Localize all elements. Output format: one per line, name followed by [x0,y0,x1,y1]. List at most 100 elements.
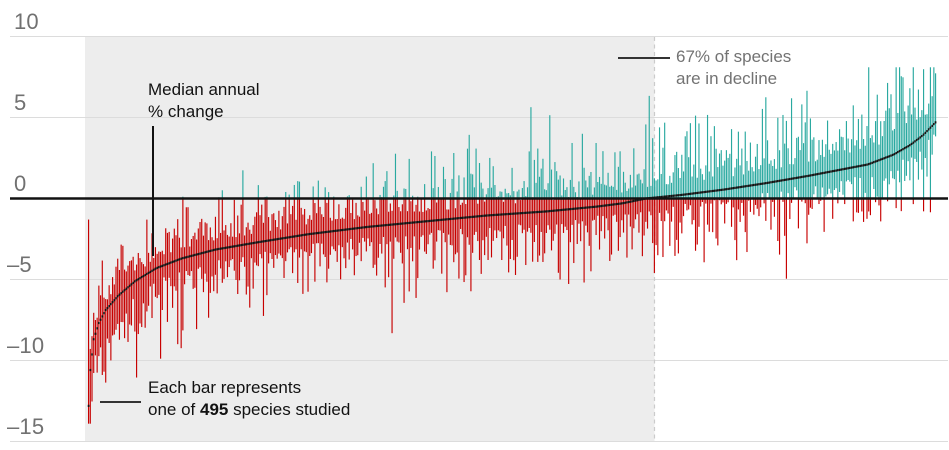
species-bar-decline-segment [576,198,578,244]
species-bar-increase-segment [468,134,470,199]
species-bar-increase-segment [573,186,575,199]
species-bar-decline-segment [818,198,820,205]
species-median-dot [427,220,429,223]
species-median-dot [375,224,378,228]
species-bar-increase-segment [581,133,583,199]
species-bar-increase-segment [773,159,775,199]
species-bar-decline-segment [384,198,386,288]
species-bar-increase-segment [472,174,474,199]
species-bar-decline-segment [240,204,242,263]
species-bar-decline-segment [403,198,405,303]
species-bar-decline-segment [725,198,727,204]
species-median-dot [579,207,582,210]
species-median-dot [692,192,695,195]
species-median-dot [211,249,213,252]
species-bar-decline-segment [144,266,146,328]
species-median-dot [806,174,808,178]
species-bar-decline-segment [415,204,417,298]
species-bar-decline-segment [160,251,162,359]
species-median-dot [305,233,308,236]
species-median-dot [562,208,565,211]
species-bar-decline-segment [221,198,223,283]
species-median-dot [909,144,911,147]
species-bar-increase-segment [725,150,727,199]
species-median-dot [619,202,621,205]
species-bar-increase-segment [885,110,887,179]
species-bar-increase-segment [545,190,547,199]
species-median-dot [170,261,172,264]
species-bar-decline-segment [708,198,710,232]
species-median-dot [741,185,743,188]
species-median-dot [122,290,124,293]
species-bar-increase-segment [485,194,487,199]
species-median-dot [890,154,892,157]
species-bar-increase-segment [689,123,691,199]
species-bar-decline-segment [622,198,625,233]
species-median-dot [775,180,777,183]
species-median-dot [118,293,121,296]
species-bar-decline-segment [640,198,642,213]
species-median-dot [440,218,443,221]
species-bar-increase-segment [382,186,385,199]
species-median-dot [310,232,313,235]
species-bar-decline-segment [616,198,618,222]
species-bar-decline-segment [773,198,775,217]
species-median-dot [293,235,296,238]
species-bar-increase-segment [838,129,841,192]
species-bar-decline-segment [108,285,110,343]
species-median-dot [526,211,529,214]
species-median-dot [627,200,630,204]
species-bar-increase-segment [662,147,664,199]
species-bar-decline-segment [489,198,491,229]
species-bar-increase-segment [561,195,563,199]
species-median-dot [864,163,867,167]
species-median-dot [893,152,896,156]
species-median-dot [339,229,342,232]
species-bar-decline-segment [900,198,902,212]
species-bar-decline-segment [360,198,362,262]
species-bar-increase-segment [902,77,904,160]
species-bar-increase-segment [883,121,885,181]
median-annotation-line2: % change [148,102,224,121]
species-bar-increase-segment [736,158,738,199]
species-bar-decline-segment [861,198,863,212]
species-bar-increase-segment [739,165,741,199]
species-bar-decline-segment [456,198,458,253]
species-bar-decline-segment [132,256,134,300]
species-median-dot [845,167,848,170]
species-bar-decline-segment [710,198,712,204]
species-bar-increase-segment [703,179,705,199]
species-bar-increase-segment [473,187,475,199]
species-median-dot [308,232,311,236]
species-median-dot [581,206,584,210]
species-bar-decline-segment [177,219,179,345]
species-median-dot [667,195,669,198]
species-bar-increase-segment [720,150,722,199]
species-bar-decline-segment [309,215,311,256]
species-bar-increase-segment [638,173,640,199]
species-bar-decline-segment [715,198,717,239]
species-median-dot [854,165,856,169]
species-bar-decline-segment [321,214,323,244]
species-median-dot [927,128,930,131]
species-bar-increase-segment [684,136,686,199]
species-median-dot [766,181,769,184]
species-median-dot [873,161,875,164]
species-bar-decline-segment [288,198,290,250]
species-bar-decline-segment [580,198,582,242]
species-median-dot [248,242,251,245]
species-bar-increase-segment [242,170,244,199]
species-bar-decline-segment [677,198,679,254]
species-median-dot [290,235,292,239]
species-median-dot [902,148,904,151]
species-median-dot [458,217,460,220]
species-bar-decline-segment [604,198,606,239]
species-bar-increase-segment [542,158,544,199]
species-bar-increase-segment [564,190,566,199]
species-bar-decline-segment [148,252,150,306]
species-median-dot [504,213,507,216]
species-bar-decline-segment [238,233,241,281]
species-bar-decline-segment [628,198,630,215]
species-median-dot [183,256,186,259]
y-tick-label: 5 [14,89,27,115]
